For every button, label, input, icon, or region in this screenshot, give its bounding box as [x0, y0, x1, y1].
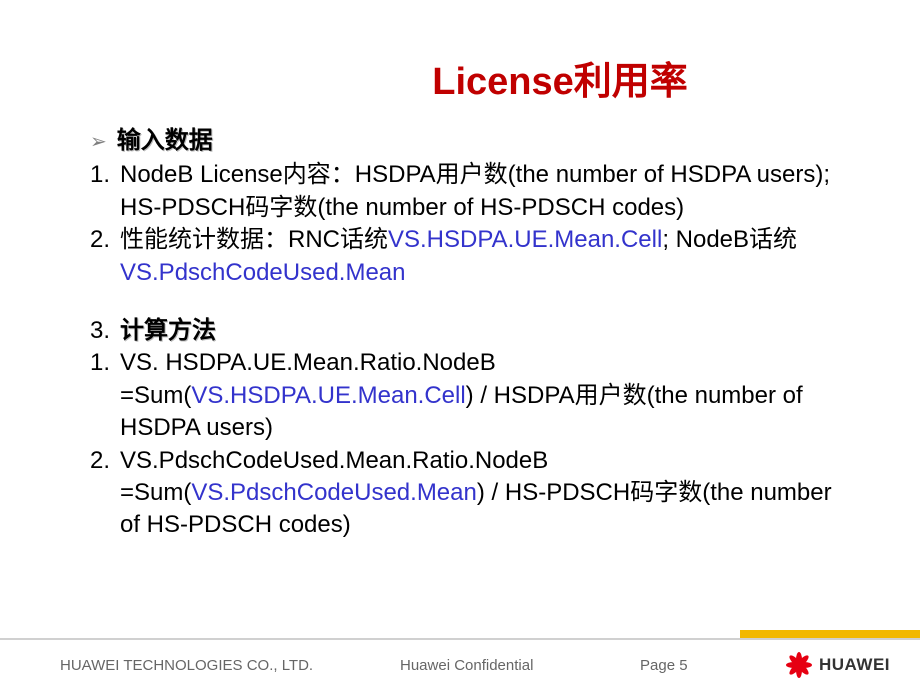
chevron-right-icon: ➢ — [90, 129, 107, 156]
section-calc-method: 3. 计算方法 — [90, 315, 850, 347]
huawei-logo-text: HUAWEI — [819, 655, 890, 675]
list-number: 2. — [90, 224, 120, 256]
section1-heading: 输入数据 — [117, 125, 213, 157]
code-reference: VS.PdschCodeUsed.Mean — [120, 259, 406, 286]
text-fragment: =Sum( — [120, 479, 191, 506]
code-reference: VS.PdschCodeUsed.Mean — [191, 479, 477, 506]
list-text: NodeB License内容：HSDPA用户数(the number of H… — [120, 159, 850, 224]
list-number: 1. — [90, 159, 120, 191]
list-number: 1. — [90, 347, 120, 379]
text-fragment: ; NodeB话统 — [662, 226, 797, 253]
list-number: 3. — [90, 315, 120, 347]
list-item: 2. 性能统计数据：RNC话统VS.HSDPA.UE.Mean.Cell; No… — [90, 224, 850, 289]
footer-confidential: Huawei Confidential — [400, 657, 533, 674]
list-item: 1. NodeB License内容：HSDPA用户数(the number o… — [90, 159, 850, 224]
slide: License利用率 ➢ 输入数据 1. NodeB License内容：HSD… — [0, 0, 920, 690]
accent-bar — [740, 630, 920, 638]
list-text: VS. HSDPA.UE.Mean.Ratio.NodeB =Sum(VS.HS… — [120, 347, 850, 444]
section2-heading-text: 计算方法 — [120, 317, 216, 344]
section-input-data: ➢ 输入数据 — [90, 125, 850, 157]
code-reference: VS.HSDPA.UE.Mean.Cell — [191, 382, 465, 409]
list-item: 1. VS. HSDPA.UE.Mean.Ratio.NodeB =Sum(VS… — [90, 347, 850, 444]
section2-heading: 计算方法 — [120, 315, 850, 347]
slide-content: ➢ 输入数据 1. NodeB License内容：HSDPA用户数(the n… — [90, 125, 850, 542]
formula-name: VS. HSDPA.UE.Mean.Ratio.NodeB — [120, 349, 496, 376]
list-text: 性能统计数据：RNC话统VS.HSDPA.UE.Mean.Cell; NodeB… — [120, 224, 850, 289]
huawei-logo: HUAWEI — [785, 651, 890, 679]
list-number: 2. — [90, 445, 120, 477]
text-fragment: 性能统计数据：RNC话统 — [120, 226, 388, 253]
list-text: VS.PdschCodeUsed.Mean.Ratio.NodeB =Sum(V… — [120, 445, 850, 542]
footer-company: HUAWEI TECHNOLOGIES CO., LTD. — [60, 657, 313, 674]
code-reference: VS.HSDPA.UE.Mean.Cell — [388, 226, 662, 253]
slide-footer: HUAWEI TECHNOLOGIES CO., LTD. Huawei Con… — [0, 638, 920, 690]
huawei-logo-icon — [785, 651, 813, 679]
formula-name: VS.PdschCodeUsed.Mean.Ratio.NodeB — [120, 447, 548, 474]
text-fragment: =Sum( — [120, 382, 191, 409]
list-item: 2. VS.PdschCodeUsed.Mean.Ratio.NodeB =Su… — [90, 445, 850, 542]
footer-page: Page 5 — [640, 657, 688, 674]
slide-title: License利用率 — [270, 50, 850, 105]
